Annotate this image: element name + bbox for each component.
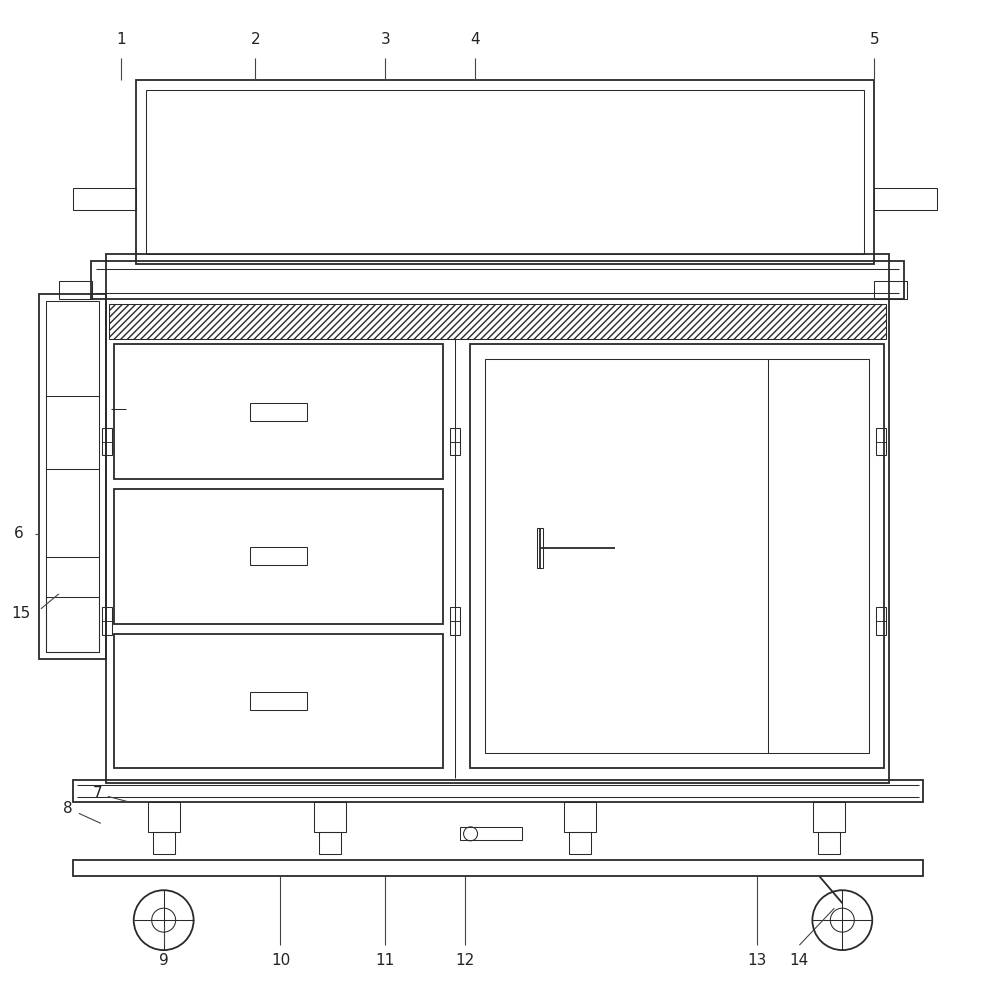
Bar [470,344,884,768]
Text: 12: 12 [455,952,475,968]
Bar [39,294,106,659]
Bar [106,254,889,783]
Bar [148,802,180,832]
Text: 5: 5 [869,32,879,48]
Bar [59,281,92,299]
Bar [564,802,596,832]
Text: 4: 4 [470,32,480,48]
Text: 7: 7 [93,785,103,801]
Bar [450,608,460,636]
Bar [102,608,112,636]
Text: 14: 14 [790,952,809,968]
Bar [73,860,923,876]
Text: 1: 1 [116,32,126,48]
Bar [114,489,443,624]
Bar [250,692,307,710]
Bar [876,608,886,636]
Bar [114,344,443,479]
Bar [537,528,543,568]
Bar [73,188,136,210]
Bar [114,634,443,768]
Bar [102,427,112,455]
Text: 6: 6 [14,526,24,542]
Text: 9: 9 [159,952,169,968]
Text: 15: 15 [11,606,31,622]
Bar [876,427,886,455]
Bar [813,802,845,832]
Text: 10: 10 [271,952,290,968]
Bar [136,80,874,264]
Bar [109,304,886,339]
Bar [91,261,904,299]
Bar [569,832,591,854]
Text: 11: 11 [376,952,395,968]
Text: 3: 3 [380,32,390,48]
Bar [818,832,840,854]
Bar [146,90,864,254]
Bar [153,832,175,854]
Bar [450,427,460,455]
Bar [46,597,99,652]
Bar [73,780,923,802]
Bar [46,301,99,652]
Bar [874,281,907,299]
Bar [250,547,307,565]
Bar [874,188,937,210]
Bar [319,832,341,854]
Text: 8: 8 [63,800,73,816]
Bar [460,827,522,840]
Text: 2: 2 [251,32,260,48]
Bar [485,359,869,753]
Text: 13: 13 [748,952,767,968]
Bar [314,802,346,832]
Bar [250,403,307,421]
